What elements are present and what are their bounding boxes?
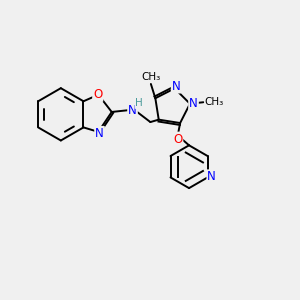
Text: N: N [95,127,104,140]
Text: H: H [136,98,143,108]
Text: N: N [189,97,198,110]
Text: N: N [128,104,137,117]
Text: CH₃: CH₃ [141,72,160,82]
Text: N: N [207,170,216,183]
Text: O: O [93,88,102,101]
Text: N: N [172,80,181,92]
Text: CH₃: CH₃ [205,97,224,107]
Text: O: O [173,133,182,146]
